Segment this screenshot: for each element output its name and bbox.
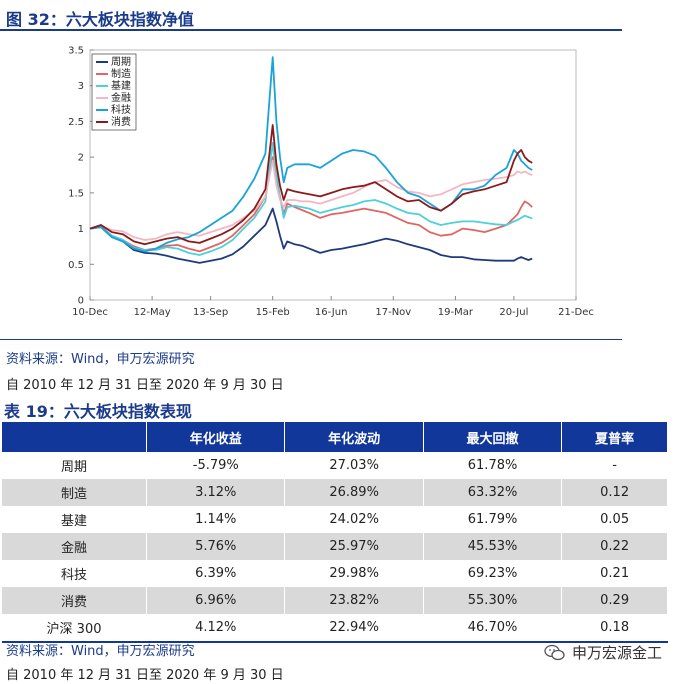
figure-title: 图 32：六大板块指数净值 [6,10,194,29]
table-period: 自 2010 年 12 月 31 日至 2020 年 9 月 30 日 [6,668,284,683]
row-label: 金融 [2,533,148,560]
cell: 0.21 [561,560,668,587]
cell: 29.98% [284,560,424,587]
cell: 0.18 [561,614,668,643]
cell: 5.76% [146,533,286,560]
cell: 69.23% [423,560,563,587]
cell: 23.82% [284,587,424,614]
cell: 61.78% [423,452,563,479]
cell: 0.29 [561,587,668,614]
cell: 6.39% [146,560,286,587]
x-tick-label: 21-Dec [558,307,594,318]
watermark: 申万宏源金工 [544,642,662,663]
series-line-周期 [89,207,533,264]
series-group [89,56,533,264]
y-tick-label: 2.5 [68,117,84,128]
table-row: 制造 3.12% 26.89% 63.32% 0.12 [2,479,668,506]
y-tick-label: 3.5 [68,46,84,57]
y-axis: 0 0.5 1 1.5 2 2.5 3 3.5 [68,46,94,307]
cell: 22.94% [284,614,424,643]
legend-label: 基建 [111,79,131,92]
legend-label: 科技 [111,103,131,116]
y-tick-label: 3 [78,81,84,92]
cell: 61.79% [423,506,563,533]
cell: 0.22 [561,533,668,560]
cell: 63.32% [423,479,563,506]
header-cell: 最大回撤 [423,422,563,452]
x-tick-label: 13-Sep [193,307,228,318]
wechat-icon [544,644,565,660]
table-row: 基建 1.14% 24.02% 61.79% 0.05 [2,506,668,533]
cell: 1.14% [146,506,286,533]
figure-title-rule [0,29,622,31]
table-row: 科技 6.39% 29.98% 69.23% 0.21 [2,560,668,587]
x-tick-label: 12-May [134,307,171,318]
y-tick-label: 0 [78,296,84,307]
table-title: 表 19：六大板块指数表现 [4,402,192,421]
legend-label: 消费 [111,115,131,128]
header-cell: 年化收益 [146,422,286,452]
table-row: 周期 -5.79% 27.03% 61.78% - [2,452,668,479]
y-tick-label: 1.5 [68,188,84,199]
x-tick-label: 10-Dec [72,307,108,318]
legend-label: 周期 [111,56,131,68]
y-tick-label: 1 [78,224,84,235]
cell: 6.96% [146,587,286,614]
plot-area [89,49,577,301]
cell: 45.53% [423,533,563,560]
legend-box [91,53,137,131]
cell: 27.03% [284,452,424,479]
row-label: 科技 [2,560,148,587]
cell: -5.79% [146,452,286,479]
row-label: 周期 [2,452,148,479]
watermark-text: 申万宏源金工 [571,644,662,662]
cell: 4.12% [146,614,286,643]
cell: 26.89% [284,479,424,506]
figure-period: 自 2010 年 12 月 31 日至 2020 年 9 月 30 日 [6,378,284,393]
series-line-金融 [89,159,533,241]
x-tick-label: 15-Feb [256,307,290,318]
cell: 55.30% [423,587,563,614]
cell: 25.97% [284,533,424,560]
x-axis: 10-Dec 12-May 13-Sep 15-Feb 16-Jun 17-Nov 19-M… [72,296,594,318]
row-label: 消费 [2,587,148,614]
table-header-row: 年化收益 年化波动 最大回撤 夏普率 [2,422,668,452]
chart-bottom-rule [0,339,622,340]
x-tick-label: 16-Jun [315,307,348,318]
series-line-消费 [89,124,533,246]
figure-source: 资料来源：Wind，申万宏源研究 [6,352,195,367]
row-label: 基建 [2,506,148,533]
header-cell [2,422,148,452]
cell: 0.05 [561,506,668,533]
y-tick-label: 0.5 [68,260,84,271]
series-line-基建 [89,142,533,256]
legend-label: 金融 [111,91,131,104]
line-chart: 0 0.5 1 1.5 2 2.5 3 3.5 10-Dec 12-May 13-Sep 15-Fe… [68,46,594,319]
table-row: 金融 5.76% 25.97% 45.53% 0.22 [2,533,668,560]
header-cell: 年化波动 [284,422,424,452]
table-row: 消费 6.96% 23.82% 55.30% 0.29 [2,587,668,614]
cell: - [561,452,668,479]
legend-label: 制造 [111,67,131,80]
row-label: 沪深 300 [2,614,148,643]
cell: 46.70% [423,614,563,643]
row-label: 制造 [2,479,148,506]
x-tick-label: 17-Nov [375,307,411,318]
y-tick-label: 2 [78,153,84,164]
table-row: 沪深 300 4.12% 22.94% 46.70% 0.18 [2,614,668,643]
cell: 0.12 [561,479,668,506]
performance-table: 年化收益 年化波动 最大回撤 夏普率 周期 -5.79% 27.03% 61.7… [2,422,668,643]
x-tick-label: 20-Jul [499,307,528,318]
header-cell: 夏普率 [561,422,668,452]
x-tick-label: 19-Mar [438,307,474,318]
cell: 24.02% [284,506,424,533]
table-source: 资料来源：Wind，申万宏源研究 [6,644,195,659]
series-line-科技 [89,56,533,253]
series-line-制造 [89,156,533,253]
cell: 3.12% [146,479,286,506]
